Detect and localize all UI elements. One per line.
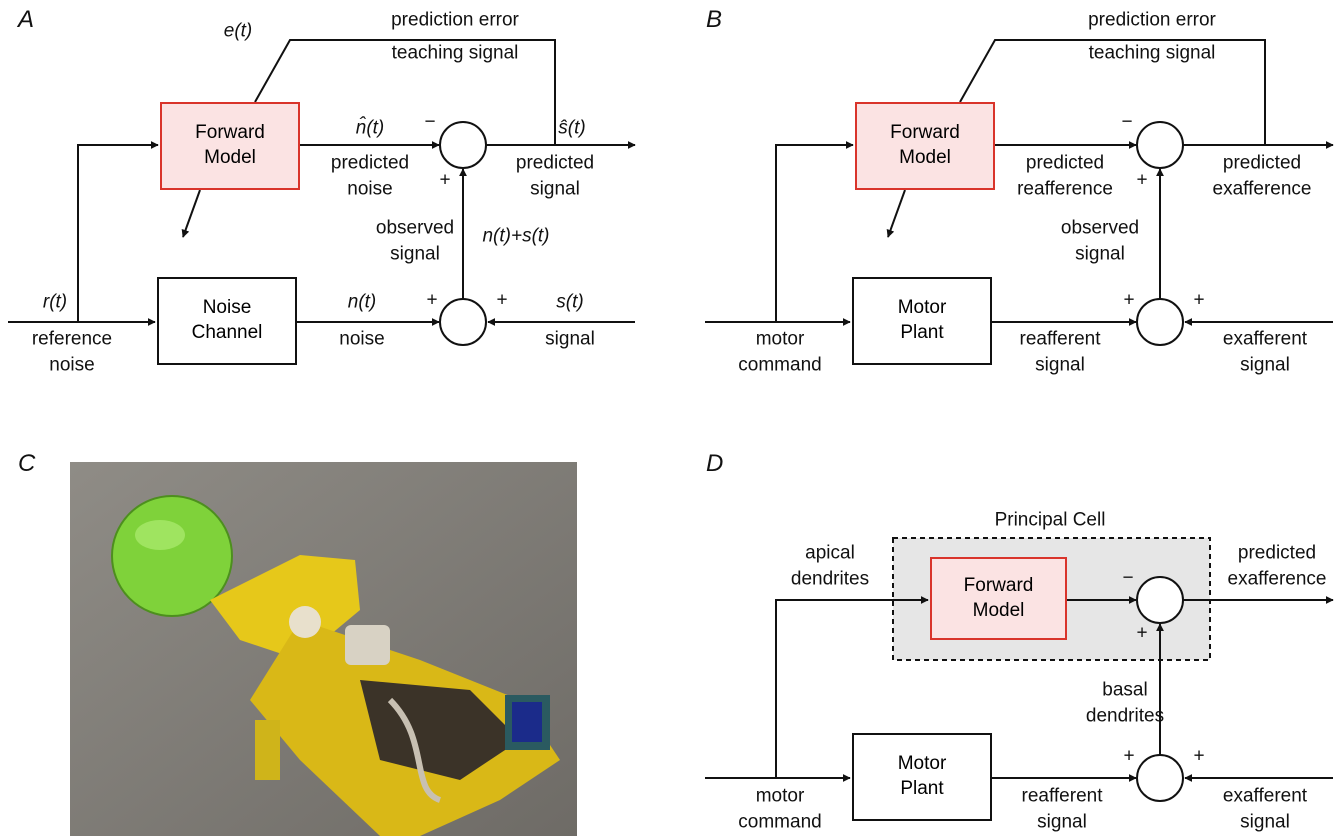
input-label: command [738, 356, 821, 375]
sign: + [1193, 747, 1204, 766]
input-label: motor [756, 787, 805, 806]
forward-model: Forward Model [855, 102, 995, 190]
figure: Aprediction error teaching signal e(t) Forw… [0, 0, 1341, 836]
output-label: signal [530, 180, 580, 199]
prediction-symbol: n̂(t) [356, 119, 385, 138]
error-symbol: e(t) [224, 22, 253, 41]
error-label: prediction error [1088, 11, 1216, 30]
forward-model-text: Forward Model [882, 121, 968, 170]
noise-channel-text: Noise Channel [184, 296, 270, 345]
panel-label: D [706, 452, 723, 476]
signal-label: signal [1240, 813, 1290, 832]
prediction-label: predicted [331, 154, 409, 173]
error-label: teaching signal [1089, 44, 1216, 63]
plant-label: reafferent [1022, 787, 1103, 806]
panel-label: A [18, 8, 34, 32]
plant-label: signal [1037, 813, 1087, 832]
forward-model-text: Forward Model [187, 121, 273, 170]
plant-label: reafferent [1020, 330, 1101, 349]
motor-plant: Motor Plant [852, 733, 992, 821]
prediction-label: noise [347, 180, 392, 199]
signal-label: exafferent [1223, 330, 1307, 349]
observed-label: signal [1075, 245, 1125, 264]
sign: + [1193, 291, 1204, 310]
input-symbol: r(t) [43, 293, 67, 312]
signal-label: signal [1240, 356, 1290, 375]
input-label: motor [756, 330, 805, 349]
output-symbol: ŝ(t) [558, 119, 585, 138]
forward-model: Forward Model [160, 102, 300, 190]
forward-model: Forward Model [930, 557, 1067, 640]
sign: + [1123, 291, 1134, 310]
cell-label: Principal Cell [995, 511, 1106, 530]
forward-model-text: Forward Model [957, 574, 1040, 623]
output-label: exafference [1213, 180, 1312, 199]
observed-label: observed [1061, 219, 1139, 238]
signal-symbol: s(t) [556, 293, 583, 312]
robot-photo [70, 462, 577, 836]
motor-plant-text: Motor Plant [879, 752, 965, 801]
sign: − [1121, 113, 1132, 132]
observed-label: observed [376, 219, 454, 238]
sign: + [1136, 624, 1147, 643]
motor-plant: Motor Plant [852, 277, 992, 365]
channel-symbol: n(t) [348, 293, 377, 312]
apical-label: apical [805, 544, 855, 563]
input-label: noise [49, 356, 94, 375]
signal-label: signal [545, 330, 595, 349]
apical-label: dendrites [791, 570, 869, 589]
output-label: exafference [1228, 570, 1327, 589]
prediction-label: reafference [1017, 180, 1113, 199]
error-label: teaching signal [392, 44, 519, 63]
sign: + [439, 171, 450, 190]
signal-label: exafferent [1223, 787, 1307, 806]
sign: + [496, 291, 507, 310]
observed-label: signal [390, 245, 440, 264]
output-label: predicted [1238, 544, 1316, 563]
motor-plant-text: Motor Plant [879, 296, 965, 345]
input-label: reference [32, 330, 112, 349]
sign: + [1123, 747, 1134, 766]
sign: + [1136, 171, 1147, 190]
output-label: predicted [516, 154, 594, 173]
sign: + [426, 291, 437, 310]
error-label: prediction error [391, 11, 519, 30]
panel-label: B [706, 8, 722, 32]
channel-label: noise [339, 330, 384, 349]
sign: − [424, 113, 435, 132]
input-label: command [738, 813, 821, 832]
output-label: predicted [1223, 154, 1301, 173]
basal-label: dendrites [1086, 707, 1164, 726]
basal-label: basal [1102, 681, 1147, 700]
sign: − [1122, 569, 1133, 588]
observed-symbol: n(t)+s(t) [482, 227, 549, 246]
prediction-label: predicted [1026, 154, 1104, 173]
plant-label: signal [1035, 356, 1085, 375]
noise-channel: Noise Channel [157, 277, 297, 365]
panel-label: C [18, 452, 35, 476]
